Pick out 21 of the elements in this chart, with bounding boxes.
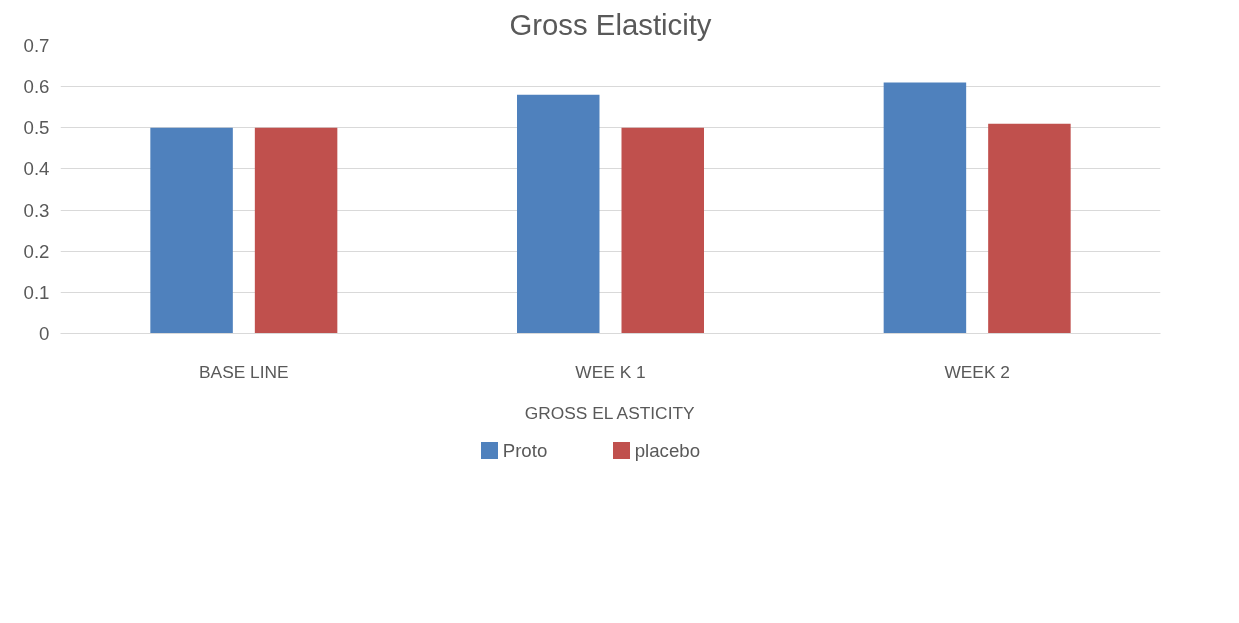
y-tick-label: 0.7 [23,35,50,56]
x-tick-label: WEEK 2 [944,361,1010,382]
bar [621,127,704,334]
bar [150,127,233,334]
y-tick-label: 0 [39,323,50,344]
x-tick-label: WEE K 1 [575,361,646,382]
legend-label: Proto [502,440,548,461]
y-tick-label: 0.5 [23,117,50,139]
y-tick-label: 0.1 [23,281,50,303]
y-tick-label: 0.6 [23,76,50,98]
bar [254,127,338,334]
x-axis-title: GROSS EL ASTICITY [524,402,696,423]
legend-label: placebo [634,440,701,461]
y-tick-label: 0.2 [23,240,50,262]
bar [988,123,1071,334]
y-tick-label: 0.3 [23,199,50,221]
bar [517,94,600,334]
chart-title: Gross Elasticity [509,7,712,41]
bar [883,82,967,334]
y-tick-label: 0.4 [23,158,50,180]
x-tick-label: BASE LINE [199,361,289,382]
